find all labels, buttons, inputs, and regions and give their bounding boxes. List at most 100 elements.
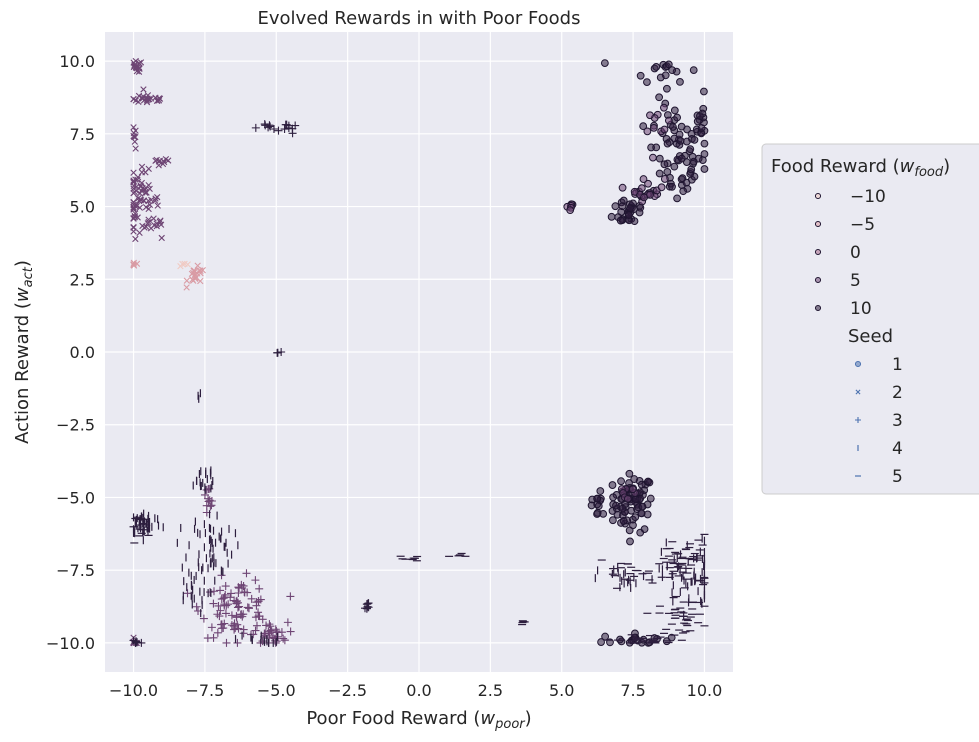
data-point <box>150 215 157 222</box>
data-point <box>132 176 139 183</box>
data-point <box>587 501 596 510</box>
data-point <box>258 637 267 646</box>
legend-box <box>761 143 979 495</box>
data-point <box>271 636 280 645</box>
x-tick-label: 10.0 <box>687 681 723 700</box>
data-point <box>629 521 637 530</box>
data-point <box>269 125 278 134</box>
data-point <box>216 586 225 595</box>
data-point <box>143 189 150 196</box>
y-tick-label: −10.0 <box>46 634 95 653</box>
data-point <box>635 208 644 217</box>
data-point <box>623 494 632 503</box>
data-point <box>138 187 145 194</box>
data-point <box>145 182 152 189</box>
data-point <box>217 595 226 604</box>
data-point <box>132 97 140 104</box>
data-point <box>657 183 666 192</box>
data-point <box>144 220 152 227</box>
data-point <box>273 348 282 357</box>
legend-hue-marker <box>814 276 822 284</box>
data-point <box>177 262 184 270</box>
data-point <box>697 124 706 132</box>
data-point <box>673 194 682 203</box>
data-point <box>154 193 161 201</box>
data-point <box>144 92 152 99</box>
data-point <box>222 638 231 647</box>
data-point <box>138 169 146 176</box>
legend-style-marker <box>854 360 862 368</box>
data-point <box>627 506 636 515</box>
data-point <box>262 621 271 630</box>
data-point <box>140 93 147 100</box>
data-point <box>659 103 668 112</box>
data-point <box>141 224 148 231</box>
data-point <box>670 106 679 115</box>
data-point <box>630 475 639 483</box>
data-point <box>607 212 616 221</box>
data-point <box>652 63 661 71</box>
x-tick-label: 5.0 <box>549 681 574 700</box>
data-point <box>643 127 652 136</box>
data-point <box>130 185 137 192</box>
data-point <box>209 633 218 642</box>
data-point <box>232 612 241 621</box>
data-point <box>655 169 664 178</box>
data-point <box>130 205 137 212</box>
data-point <box>649 153 657 162</box>
data-point <box>217 620 226 629</box>
data-point <box>190 267 197 275</box>
data-point <box>265 620 274 629</box>
data-point <box>566 206 575 215</box>
data-point <box>206 502 215 511</box>
data-point <box>625 469 634 478</box>
data-point <box>153 223 160 230</box>
data-point <box>235 602 244 611</box>
data-point <box>130 261 137 269</box>
legend-hue-title: Food Reward (wfood) <box>771 156 950 180</box>
data-point <box>669 123 677 131</box>
legend-hue-label: −5 <box>850 215 875 235</box>
data-point <box>664 60 673 69</box>
data-point <box>612 501 620 510</box>
data-point <box>618 202 627 211</box>
data-point <box>239 629 248 638</box>
data-point <box>140 197 148 205</box>
scatter-points <box>129 57 709 647</box>
data-point <box>637 184 646 193</box>
data-point <box>221 582 230 591</box>
data-point <box>655 154 664 163</box>
data-point <box>158 234 165 242</box>
data-point <box>686 145 695 154</box>
data-point <box>219 594 228 603</box>
data-point <box>646 494 655 503</box>
data-point <box>279 634 288 643</box>
data-point <box>687 165 696 174</box>
data-point <box>616 216 625 225</box>
data-point <box>183 277 191 284</box>
data-point <box>140 86 147 93</box>
data-point <box>274 126 283 135</box>
legend-hue-label: −10 <box>850 187 886 207</box>
data-point <box>254 597 263 606</box>
data-point <box>362 600 371 609</box>
legend-hue-label: 5 <box>850 271 861 291</box>
data-point <box>619 517 628 525</box>
data-point <box>660 175 669 183</box>
data-point <box>608 516 617 525</box>
data-point <box>227 611 236 620</box>
x-tick-label: 7.5 <box>620 681 645 700</box>
data-point <box>700 150 709 158</box>
data-point <box>139 95 147 102</box>
data-point <box>133 260 141 267</box>
x-tick-label: −5.0 <box>257 681 296 700</box>
data-point <box>643 510 652 519</box>
data-point <box>221 590 230 599</box>
data-point <box>678 174 687 183</box>
data-point <box>668 66 677 75</box>
data-point <box>662 84 671 93</box>
legend-style-label: 4 <box>892 439 903 459</box>
data-point <box>130 224 137 231</box>
data-point <box>159 160 167 168</box>
data-point <box>244 603 253 612</box>
